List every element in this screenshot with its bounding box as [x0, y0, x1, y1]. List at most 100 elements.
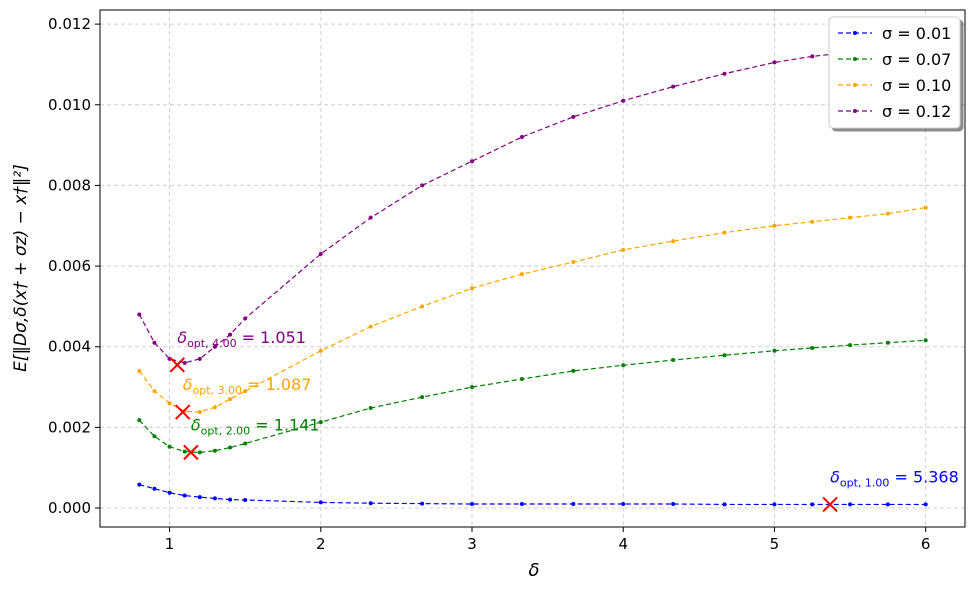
legend-point — [853, 31, 857, 35]
data-point — [772, 502, 777, 507]
data-point — [571, 502, 576, 507]
data-point — [420, 395, 425, 400]
data-point — [212, 344, 217, 349]
data-point — [810, 345, 815, 350]
data-point — [318, 348, 323, 353]
data-point — [519, 272, 524, 277]
x-tick-label: 5 — [770, 535, 780, 553]
data-point — [621, 247, 626, 252]
optimum-annotation: δopt, 1.00 = 5.368 — [830, 467, 959, 489]
annotation-subscript: opt, 1.00 — [840, 476, 890, 489]
data-point — [772, 60, 777, 65]
x-tick-label: 4 — [618, 535, 628, 553]
data-point — [318, 420, 323, 425]
data-point — [722, 71, 727, 76]
data-point — [368, 501, 373, 506]
data-point — [228, 332, 233, 337]
annotation-symbol: δ — [191, 415, 201, 434]
optimum-marker — [822, 496, 838, 513]
data-point — [671, 84, 676, 89]
data-point — [571, 368, 576, 373]
data-point — [470, 502, 475, 507]
data-point — [420, 183, 425, 188]
data-point — [368, 406, 373, 411]
data-point — [722, 230, 727, 235]
optimum-marker-stroke — [183, 444, 199, 461]
y-tick-label: 0.006 — [48, 257, 91, 275]
legend-label: σ = 0.01 — [882, 24, 951, 43]
y-tick-label: 0.002 — [48, 418, 91, 436]
legend-point — [853, 83, 857, 87]
data-point — [848, 215, 853, 220]
legend-label: σ = 0.07 — [882, 50, 951, 69]
data-point — [671, 358, 676, 363]
data-point — [152, 389, 157, 394]
annotation-subscript: opt, 4.00 — [187, 337, 237, 350]
data-point — [318, 251, 323, 256]
data-point — [197, 495, 202, 500]
data-point — [621, 98, 626, 103]
data-point — [197, 410, 202, 415]
data-point — [810, 219, 815, 224]
y-tick-label: 0.004 — [48, 338, 91, 356]
data-point — [621, 502, 626, 507]
data-point — [519, 502, 524, 507]
data-point — [212, 496, 217, 501]
optimum-marker-stroke — [175, 404, 191, 420]
data-point — [470, 159, 475, 164]
data-point — [571, 114, 576, 119]
annotation-text: = 1.051 — [237, 328, 306, 347]
plot-frame — [99, 9, 966, 528]
data-point — [197, 450, 202, 455]
data-point — [318, 500, 323, 505]
data-point — [722, 353, 727, 358]
data-point — [137, 482, 142, 487]
x-tick-label: 3 — [467, 535, 477, 553]
annotation-symbol: δ — [183, 375, 193, 394]
data-point — [420, 304, 425, 309]
optimum-annotation: δopt, 3.00 = 1.087 — [183, 375, 312, 397]
data-point — [420, 501, 425, 506]
data-point — [152, 486, 157, 491]
data-point — [810, 502, 815, 507]
data-point — [182, 449, 187, 454]
data-point — [848, 502, 853, 507]
data-point — [228, 497, 233, 502]
data-point — [228, 445, 233, 450]
data-point — [571, 260, 576, 265]
data-point — [671, 502, 676, 507]
x-tick-label: 6 — [921, 535, 931, 553]
data-point — [519, 135, 524, 140]
data-point — [368, 324, 373, 329]
optimum-marker-stroke — [822, 496, 838, 513]
data-point — [212, 405, 217, 410]
data-point — [152, 434, 157, 439]
data-point — [848, 343, 853, 348]
data-point — [243, 441, 248, 446]
data-point — [243, 316, 248, 321]
x-axis-label: δ — [528, 560, 539, 581]
optimum-marker — [175, 404, 191, 420]
legend: σ = 0.01 σ = 0.07 σ = 0.10 σ = 0.12 — [828, 16, 961, 129]
data-point — [167, 401, 172, 406]
data-point — [368, 215, 373, 220]
annotation-text: = 5.368 — [889, 467, 958, 486]
legend-label: σ = 0.10 — [882, 76, 951, 95]
data-point — [137, 418, 142, 423]
data-point — [885, 340, 890, 345]
data-point — [197, 356, 202, 361]
legend-point — [853, 109, 857, 113]
data-point — [621, 363, 626, 368]
annotation-subscript: opt, 3.00 — [193, 384, 243, 397]
annotation-text: = 1.141 — [250, 415, 319, 434]
optimum-annotation: δopt, 4.00 = 1.051 — [177, 328, 306, 350]
data-point — [671, 239, 676, 244]
data-point — [167, 444, 172, 449]
y-tick-label: 0.010 — [48, 96, 91, 114]
annotation-subscript: opt, 2.00 — [201, 424, 251, 437]
data-point — [152, 340, 157, 345]
y-tick-label: 0.000 — [48, 499, 91, 517]
data-point — [182, 360, 187, 365]
